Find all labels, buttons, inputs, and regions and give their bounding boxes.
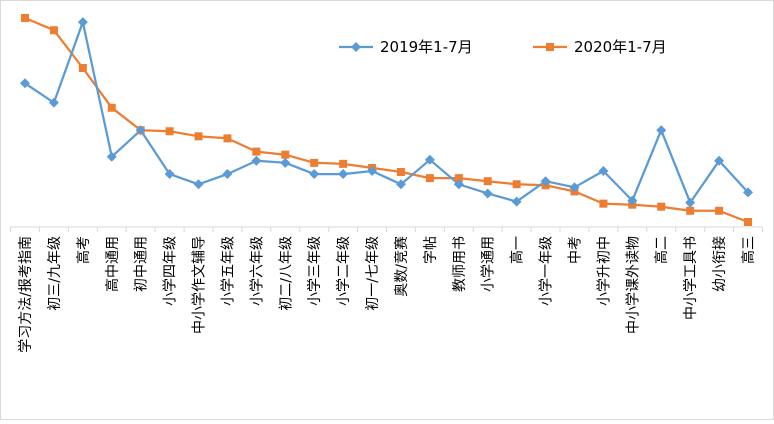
data-point-2020 (599, 199, 608, 208)
x-tick-label: 初中通用 (133, 236, 150, 292)
data-point-2020 (194, 132, 203, 141)
x-tick-label: 小学二年级 (336, 236, 352, 306)
x-tick-label: 小学一年级 (539, 236, 555, 306)
x-tick-label: 小学升初中 (595, 236, 612, 306)
data-point-2020 (425, 174, 434, 183)
data-point-2019 (77, 17, 88, 28)
data-point-2020 (107, 103, 116, 112)
data-point-2020 (310, 158, 319, 167)
data-point-2020 (715, 206, 724, 215)
data-point-2019 (424, 154, 435, 165)
x-axis: 学习方法/报考指南 初三/九年级 高考 高中通用 初中通用 小学四年级 中小学作文辅导 小学五… (10, 226, 763, 353)
data-point-2019 (135, 125, 146, 136)
x-tick-label: 高中通用 (104, 236, 121, 292)
data-point-2020 (165, 127, 174, 136)
data-point-2019 (20, 78, 30, 89)
data-point-2019 (743, 187, 753, 198)
x-tick-label: 高二 (653, 236, 670, 264)
legend-marker-2019 (351, 42, 361, 52)
x-tick-label: 幼小衔接 (711, 236, 728, 292)
data-point-2019 (482, 188, 493, 199)
x-tick-label: 中小学工具书 (683, 236, 699, 320)
series-line-2019 (24, 20, 749, 204)
x-tick-label: 初三/九年级 (46, 236, 63, 311)
data-point-2020 (21, 14, 29, 22)
data-point-2020 (686, 206, 695, 215)
data-point-2020 (339, 159, 348, 168)
data-point-2020 (396, 168, 405, 177)
data-point-2019 (280, 157, 291, 168)
legend: 2019年1-7月 2020年1-7月 (339, 38, 667, 56)
data-point-2020 (49, 26, 58, 35)
x-tick-label: 初二/八年级 (277, 236, 294, 311)
x-tick-label: 小学三年级 (307, 236, 323, 306)
legend-label-2020: 2020年1-7月 (574, 38, 667, 56)
data-point-2019 (338, 169, 349, 180)
data-point-2020 (744, 218, 752, 226)
x-tick-label: 教师用书 (452, 236, 468, 292)
data-point-2019 (222, 169, 233, 180)
x-tick-label: 小学六年级 (249, 236, 265, 306)
data-point-2019 (569, 182, 580, 193)
x-tick-label: 字帖 (423, 236, 439, 264)
data-point-2020 (512, 180, 521, 189)
x-tick-label: 高一 (509, 236, 526, 264)
x-tick-label: 小学四年级 (163, 236, 179, 306)
data-point-2019 (656, 125, 667, 136)
legend-marker-2020 (546, 43, 554, 51)
data-point-2019 (367, 166, 378, 176)
legend-label-2019: 2019年1-7月 (380, 38, 473, 56)
data-point-2019 (453, 179, 464, 190)
data-point-2020 (454, 174, 463, 183)
x-tick-label: 中小学课外读物 (624, 236, 641, 334)
data-point-2020 (483, 177, 492, 186)
data-point-2020 (657, 202, 666, 211)
x-tick-label: 高考 (75, 236, 92, 264)
data-point-2020 (252, 147, 261, 156)
x-tick-label: 奥数/竞赛 (393, 236, 410, 297)
series-line-2020 (24, 16, 749, 224)
data-point-2020 (223, 134, 232, 143)
data-point-2019 (164, 169, 175, 180)
x-tick-label: 高三 (740, 236, 757, 264)
data-point-2019 (685, 197, 696, 208)
data-point-2019 (309, 169, 320, 180)
data-point-2019 (540, 176, 551, 187)
x-tick-label: 小学通用 (481, 236, 497, 292)
plot-area (20, 14, 753, 226)
data-point-2019 (106, 151, 117, 162)
data-point-2019 (627, 195, 638, 206)
data-point-2020 (78, 63, 87, 72)
data-point-2019 (511, 196, 522, 207)
data-point-2020 (281, 150, 290, 159)
data-point-2019 (193, 179, 204, 190)
data-point-2019 (251, 155, 262, 166)
x-tick-label: 小学五年级 (220, 236, 236, 306)
x-tick-label: 中考 (567, 236, 583, 264)
x-tick-label: 中小学作文辅导 (192, 236, 208, 334)
data-point-2019 (395, 179, 406, 190)
data-point-2019 (598, 166, 609, 176)
data-point-2019 (48, 97, 59, 108)
x-tick-label: 学习方法/报考指南 (18, 236, 34, 353)
data-point-2019 (714, 155, 725, 166)
x-tick-label: 初一/七年级 (364, 236, 381, 311)
